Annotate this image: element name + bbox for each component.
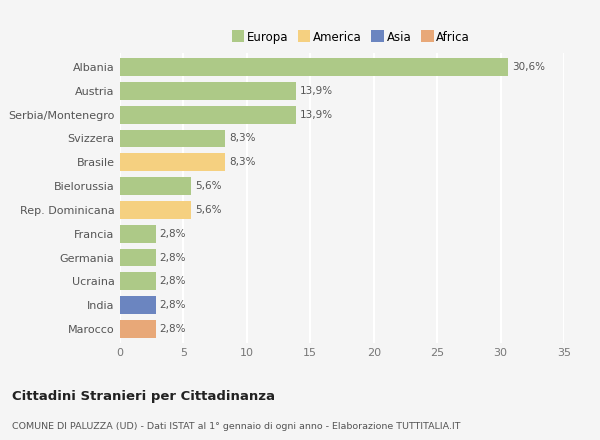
Bar bbox=[120, 154, 225, 171]
Text: 13,9%: 13,9% bbox=[300, 110, 333, 120]
Bar bbox=[120, 296, 155, 314]
Bar bbox=[120, 58, 508, 76]
Text: 2,8%: 2,8% bbox=[160, 229, 186, 239]
Text: 5,6%: 5,6% bbox=[195, 181, 221, 191]
Text: 2,8%: 2,8% bbox=[160, 300, 186, 310]
Text: 8,3%: 8,3% bbox=[229, 157, 256, 167]
Bar bbox=[120, 320, 155, 338]
Text: 2,8%: 2,8% bbox=[160, 276, 186, 286]
Bar bbox=[120, 201, 191, 219]
Legend: Europa, America, Asia, Africa: Europa, America, Asia, Africa bbox=[227, 27, 475, 49]
Text: 5,6%: 5,6% bbox=[195, 205, 221, 215]
Bar bbox=[120, 225, 155, 242]
Text: COMUNE DI PALUZZA (UD) - Dati ISTAT al 1° gennaio di ogni anno - Elaborazione TU: COMUNE DI PALUZZA (UD) - Dati ISTAT al 1… bbox=[12, 422, 461, 431]
Text: 8,3%: 8,3% bbox=[229, 133, 256, 143]
Bar bbox=[120, 82, 296, 100]
Text: 13,9%: 13,9% bbox=[300, 86, 333, 96]
Text: 2,8%: 2,8% bbox=[160, 253, 186, 263]
Text: 30,6%: 30,6% bbox=[512, 62, 545, 72]
Bar bbox=[120, 177, 191, 195]
Text: Cittadini Stranieri per Cittadinanza: Cittadini Stranieri per Cittadinanza bbox=[12, 389, 275, 403]
Bar bbox=[120, 106, 296, 124]
Bar bbox=[120, 249, 155, 267]
Bar bbox=[120, 272, 155, 290]
Bar bbox=[120, 129, 225, 147]
Text: 2,8%: 2,8% bbox=[160, 324, 186, 334]
